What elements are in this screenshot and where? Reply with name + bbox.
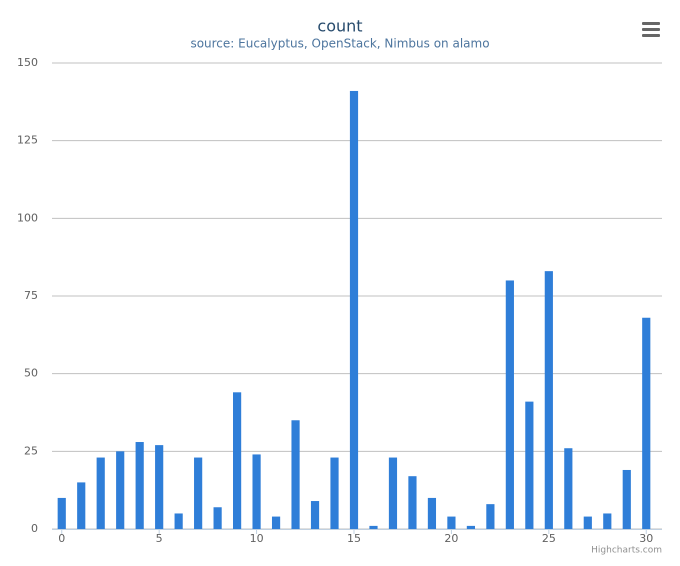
- credits[interactable]: Highcharts.com: [591, 546, 662, 556]
- menu-button[interactable]: [642, 22, 660, 37]
- bar: [642, 317, 651, 529]
- bar: [174, 513, 183, 529]
- bar: [466, 525, 475, 529]
- bar: [116, 451, 125, 529]
- y-tick-label: 25: [24, 444, 38, 457]
- x-tick-label: 25: [542, 532, 556, 545]
- y-tick-label: 0: [31, 522, 38, 535]
- bar: [57, 497, 66, 529]
- y-tick-label: 125: [17, 134, 38, 147]
- bar: [135, 442, 144, 529]
- y-tick-label: 50: [24, 367, 38, 380]
- bar: [388, 457, 398, 529]
- x-tick-label: 30: [639, 532, 653, 545]
- bar: [96, 457, 105, 529]
- bar: [291, 420, 300, 529]
- menu-bar: [642, 28, 660, 31]
- bar: [486, 504, 495, 529]
- bar: [583, 516, 592, 529]
- bar: [155, 445, 164, 529]
- bar: [622, 469, 631, 529]
- x-tick-label: 20: [444, 532, 458, 545]
- bar: [310, 501, 320, 529]
- y-tick-label: 150: [17, 56, 38, 69]
- bar: [408, 476, 417, 529]
- menu-bar: [642, 22, 660, 25]
- bar: [252, 454, 261, 529]
- bar: [369, 525, 378, 529]
- bar: [77, 482, 86, 529]
- bar: [603, 513, 612, 529]
- bar: [544, 271, 553, 529]
- x-tick-label: 15: [347, 532, 361, 545]
- bar: [213, 507, 222, 529]
- bar: [447, 516, 456, 529]
- bar: [427, 497, 437, 529]
- menu-bar: [642, 34, 660, 37]
- x-tick-label: 0: [58, 532, 65, 545]
- bar: [233, 392, 242, 529]
- y-tick-label: 100: [17, 211, 38, 224]
- bar: [525, 401, 534, 529]
- bar: [564, 448, 573, 529]
- chart-subtitle: source: Eucalyptus, OpenStack, Nimbus on…: [190, 37, 489, 51]
- y-tick-label: 75: [24, 289, 38, 302]
- bar: [271, 516, 281, 529]
- bar: [505, 280, 514, 529]
- bar: [194, 457, 203, 529]
- bar: [330, 457, 339, 529]
- x-tick-label: 5: [156, 532, 163, 545]
- x-tick-label: 10: [250, 532, 264, 545]
- chart-title: count: [317, 17, 362, 36]
- bar: [349, 90, 359, 530]
